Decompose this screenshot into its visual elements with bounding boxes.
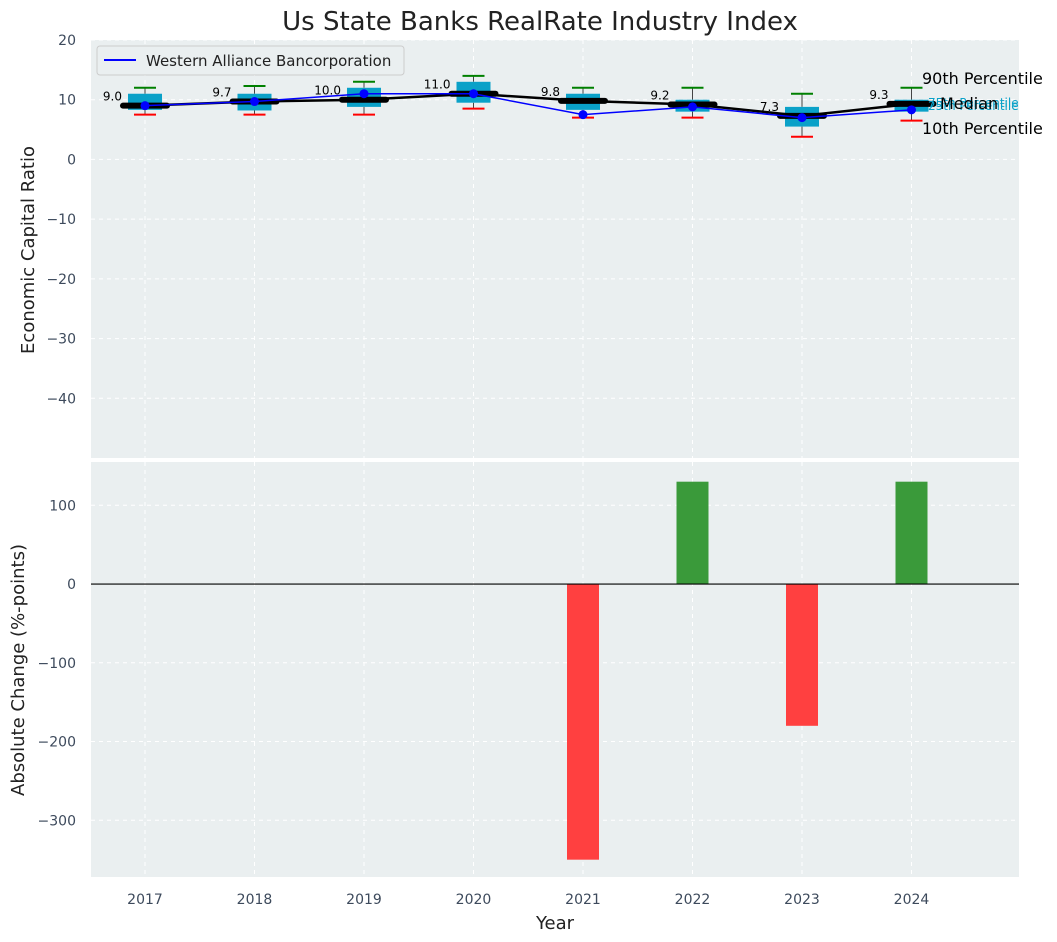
company-point	[359, 89, 369, 99]
median-value-label: 11.0	[424, 78, 451, 92]
company-line	[144, 92, 912, 119]
top-gridlines	[91, 39, 1019, 458]
median-value-label: 9.7	[212, 86, 231, 100]
company-point	[797, 113, 807, 123]
bottom-y-tick-label: −200	[38, 735, 76, 751]
top-y-tick-label: −20	[46, 272, 76, 288]
bottom-panel-background	[91, 462, 1019, 877]
x-axis-label: Year	[535, 913, 575, 934]
legend-frame	[96, 45, 405, 76]
bottom-y-tick-label: 0	[67, 577, 76, 593]
company-point	[907, 105, 916, 115]
bottom-y-tick-label: −300	[38, 813, 76, 829]
bottom-y-tick-label: −100	[38, 656, 76, 672]
p75-label: 75th Percentile	[928, 96, 1019, 110]
median-label: Median	[940, 94, 998, 113]
x-tick-label: 2022	[675, 892, 711, 908]
median-value-label: 9.3	[869, 88, 888, 102]
company-series	[140, 89, 916, 123]
top-y-axis-label: Economic Capital Ratio	[18, 146, 39, 354]
change-bar-2024	[895, 481, 928, 585]
median-value-label: 7.3	[760, 100, 779, 114]
x-tick-label: 2024	[894, 892, 930, 908]
median-value-label: 10.0	[314, 84, 341, 98]
legend: Western Alliance Bancorporation	[96, 45, 405, 76]
x-tick-label: 2023	[784, 892, 820, 908]
bottom-y-axis-label: Absolute Change (%-points)	[8, 544, 29, 796]
median-value-label: 9.2	[650, 88, 669, 102]
legend-label: Western Alliance Bancorporation	[146, 52, 391, 70]
change-bar-2021	[567, 584, 599, 860]
company-point	[140, 101, 150, 111]
top-y-tick-label: −40	[46, 391, 76, 407]
x-tick-label: 2017	[127, 892, 163, 908]
median-value-label: 9.0	[103, 90, 122, 104]
top-y-tick-label: −30	[46, 332, 76, 348]
p25-label: 25th Percentile	[928, 99, 1019, 113]
top-y-ticks: 20 10 0 −10 −20 −30 −40	[46, 33, 76, 407]
bottom-y-tick-label: 100	[49, 498, 76, 514]
p10-label: 10th Percentile	[922, 119, 1043, 138]
chart-title: Us State Banks RealRate Industry Index	[282, 7, 798, 37]
top-y-tick-label: 20	[58, 33, 76, 49]
x-tick-label: 2021	[565, 892, 601, 908]
top-y-tick-label: 10	[58, 93, 76, 109]
company-point	[688, 102, 697, 112]
x-ticks: 2017 2018 2019 2020 2021 2022 2023 2024	[127, 892, 929, 908]
bottom-y-ticks: 100 0 −100 −200 −300	[38, 498, 76, 829]
median-value-label: 9.8	[541, 85, 560, 99]
top-y-tick-label: −10	[46, 212, 76, 228]
percentile-labels: 25th Percentile 75th Percentile 90th Per…	[922, 69, 1043, 138]
change-bars	[567, 481, 928, 860]
x-tick-label: 2020	[456, 892, 492, 908]
company-point	[469, 89, 478, 99]
company-point	[250, 97, 259, 107]
top-y-tick-label: 0	[67, 152, 76, 168]
p90-label: 90th Percentile	[922, 69, 1043, 88]
x-tick-label: 2018	[237, 892, 273, 908]
change-bar-2022	[676, 481, 709, 585]
median-data-labels: 9.0 9.7 10.0 11.0 9.8 9.2 7.3 9.3	[103, 78, 889, 114]
company-point	[578, 110, 588, 120]
change-bar-2023	[786, 584, 818, 726]
x-tick-label: 2019	[346, 892, 382, 908]
